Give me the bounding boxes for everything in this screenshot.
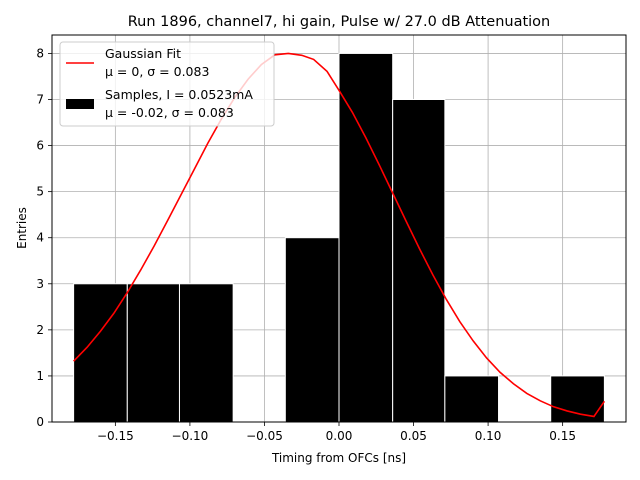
x-tick-label: 0.15 (549, 429, 576, 443)
x-tick-label: −0.15 (97, 429, 134, 443)
y-axis-label: Entries (15, 207, 29, 249)
x-tick-label: −0.10 (172, 429, 209, 443)
histogram-bar (392, 99, 446, 423)
histogram-bar (444, 375, 500, 423)
y-axis-ticks: 0 1 2 3 4 5 6 7 8 (36, 46, 52, 429)
legend: Gaussian Fit μ = 0, σ = 0.083 Samples, I… (59, 41, 275, 127)
y-tick-label: 3 (36, 277, 44, 291)
y-tick-label: 6 (36, 139, 44, 153)
x-axis-label: Timing from OFCs [ns] (271, 451, 406, 465)
x-tick-label: −0.05 (246, 429, 283, 443)
legend-samples-swatch (66, 99, 94, 109)
x-tick-label: 0.00 (326, 429, 353, 443)
histogram-bar (338, 52, 394, 423)
histogram-bar (126, 283, 180, 423)
y-tick-label: 7 (36, 93, 44, 107)
y-tick-label: 8 (36, 46, 44, 60)
legend-fit-label: Gaussian Fit (105, 46, 181, 61)
legend-samples-label: Samples, I = 0.0523mA (105, 87, 253, 102)
legend-fit-stats: μ = 0, σ = 0.083 (105, 64, 209, 79)
y-tick-label: 1 (36, 369, 44, 383)
histogram-bar (550, 375, 605, 423)
x-axis-ticks: −0.15 −0.10 −0.05 0.00 0.05 0.10 0.15 (97, 422, 576, 443)
legend-box (59, 41, 275, 127)
y-tick-label: 2 (36, 323, 44, 337)
legend-samples-stats: μ = -0.02, σ = 0.083 (105, 105, 234, 120)
x-tick-label: 0.10 (475, 429, 502, 443)
y-tick-label: 5 (36, 185, 44, 199)
y-tick-label: 4 (36, 231, 44, 245)
chart-title: Run 1896, channel7, hi gain, Pulse w/ 27… (128, 14, 551, 30)
histogram-bars (73, 52, 605, 423)
gaussian-fit-line (73, 52, 606, 418)
histogram-bar (284, 237, 340, 423)
histogram-bar (178, 283, 234, 423)
x-tick-label: 0.05 (400, 429, 427, 443)
y-tick-label: 0 (36, 415, 44, 429)
